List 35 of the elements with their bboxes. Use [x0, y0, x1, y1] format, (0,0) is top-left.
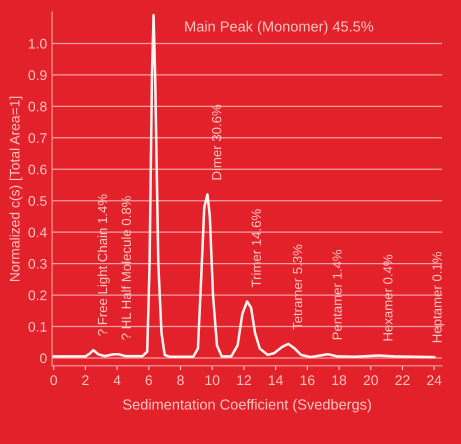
y-tick-label: 0.1 [28, 322, 47, 332]
y-tick-label: 0.6 [28, 164, 47, 174]
x-tick-label: 2 [82, 375, 89, 385]
x-tick-label: 22 [395, 375, 410, 385]
x-tick-label: 18 [332, 375, 346, 386]
x-tick-label: 16 [300, 375, 314, 386]
x-tick-label: 8 [177, 375, 184, 386]
y-tick-label: 0.5 [28, 196, 47, 206]
y-tick-label: 0.8 [28, 102, 47, 112]
annotation: Tetramer 5.3% [292, 244, 302, 330]
annotation: ? Free Light Chain 1.4% [97, 194, 110, 336]
y-tick-label: 0 [40, 353, 47, 364]
x-tick-label: 10 [206, 375, 220, 386]
y-tick-label: 0.3 [28, 258, 47, 269]
x-tick-label: 6 [146, 375, 152, 386]
y-tick-label: 0.4 [28, 228, 47, 238]
x-tick-label: 14 [268, 375, 283, 385]
annotation: Hexamer 0.4% [383, 254, 393, 341]
x-tick-label: 20 [364, 375, 378, 386]
y-tick-label: 0.2 [28, 290, 47, 300]
y-tick-label: 1.0 [28, 38, 47, 49]
annotation: Heptamer 0.1% [432, 252, 444, 342]
annotation: Pentamer 1.4% [332, 250, 342, 340]
x-axis-title: Sedimentation Coefficient (Svedbergs) [123, 398, 371, 413]
x-tick-label: 0 [50, 375, 57, 386]
y-tick-label: 0.9 [28, 70, 47, 80]
annotation: Trimer 14.6% [251, 209, 261, 288]
x-tick-label: 12 [237, 375, 251, 385]
x-tick-label: 4 [114, 375, 121, 385]
annotation: Dimer 30.6% [212, 104, 222, 180]
x-tick-label: 24 [427, 375, 442, 385]
annotation: Main Peak (Monomer) 45.5% [185, 20, 374, 35]
annotation: ? HL Half Molecule 0.8% [121, 196, 131, 340]
y-tick-label: 0.7 [28, 133, 47, 143]
y-axis-title: Normalized c(s) [Total Area=1] [9, 96, 22, 281]
